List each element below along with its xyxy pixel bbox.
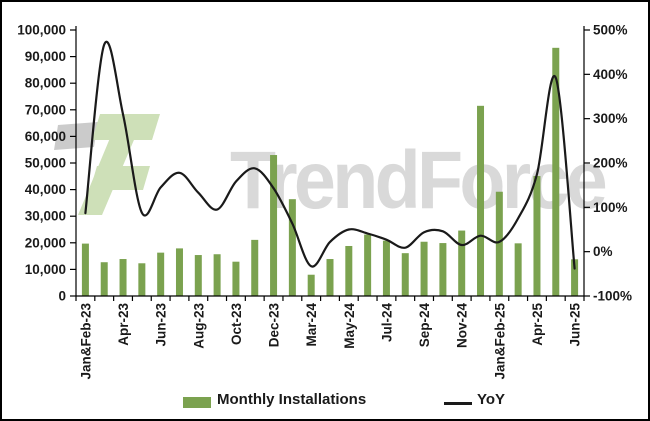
bar	[288, 199, 296, 296]
left-axis-label: 90,000	[25, 49, 66, 64]
right-axis-label: 400%	[593, 67, 628, 82]
bar	[345, 245, 353, 296]
left-axis-label: 50,000	[25, 156, 66, 171]
axes: 0 10,000 20,000 30,000 40,000 50,000 60,000 70,…	[17, 23, 632, 380]
right-axis-label: 100%	[593, 200, 628, 215]
x-axis-label: Apr-23	[116, 303, 131, 346]
x-axis-label: Oct-23	[229, 303, 244, 346]
x-axis-label: Mar-24	[304, 303, 319, 347]
bar	[458, 230, 466, 296]
bar	[401, 253, 409, 296]
bar	[382, 240, 390, 296]
x-axis-label: Nov-24	[455, 303, 470, 349]
x-axis-label: Dec-23	[267, 303, 282, 348]
left-axis-label: 60,000	[25, 129, 66, 144]
right-axis-label: 300%	[593, 111, 628, 126]
bars-series	[81, 47, 579, 296]
bar	[533, 176, 541, 296]
x-axis-label: Aug-23	[191, 303, 206, 349]
bar	[495, 191, 503, 296]
bar	[514, 243, 522, 296]
x-axis-label: Sep-24	[417, 303, 432, 348]
x-axis-label: Jan&Feb-25	[492, 303, 507, 380]
left-axis-label: 70,000	[25, 102, 66, 117]
x-axis-label: Jul-24	[379, 303, 394, 343]
bar	[81, 243, 89, 296]
left-axis-label: 10,000	[25, 262, 66, 277]
bar	[100, 262, 108, 296]
bar	[175, 248, 183, 296]
bar	[307, 274, 315, 296]
x-axis-label: Jan&Feb-23	[78, 303, 93, 380]
bar	[213, 254, 221, 296]
left-axis-label: 80,000	[25, 76, 66, 91]
bar	[364, 234, 372, 296]
bar	[119, 259, 127, 296]
right-axis-label: 0%	[593, 244, 613, 259]
bar	[157, 252, 165, 296]
bar	[439, 243, 447, 296]
bar	[232, 261, 240, 296]
left-axis-label: 100,000	[17, 23, 66, 38]
bar	[477, 105, 485, 296]
bar	[326, 259, 334, 296]
left-axis-label: 0	[58, 289, 66, 304]
right-axis-label: 200%	[593, 156, 628, 171]
bar	[420, 241, 428, 296]
x-axis-label: Apr-25	[530, 303, 545, 346]
x-axis-label: May-24	[342, 303, 357, 349]
x-axis-label: Jun-25	[568, 303, 583, 347]
right-axis-label: 500%	[593, 23, 628, 38]
bar	[251, 239, 259, 296]
left-axis-label: 30,000	[25, 209, 66, 224]
bar	[138, 263, 146, 296]
x-axis-label: Jun-23	[154, 303, 169, 347]
bar	[552, 47, 560, 296]
bar	[270, 155, 278, 296]
bar	[194, 255, 202, 296]
right-axis-label: -100%	[593, 289, 632, 304]
left-axis-label: 40,000	[25, 182, 66, 197]
yoy-line	[84, 40, 576, 270]
left-axis-label: 20,000	[25, 235, 66, 250]
bar	[571, 259, 579, 296]
